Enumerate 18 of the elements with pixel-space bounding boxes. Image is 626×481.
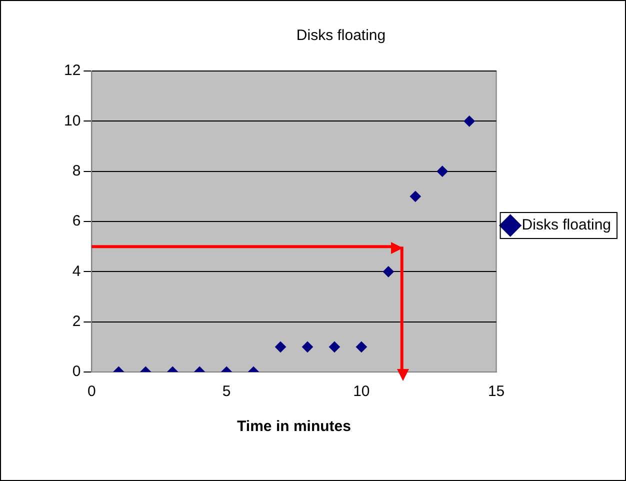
- x-tick-label: 15: [488, 383, 505, 400]
- point: [436, 166, 448, 177]
- x-tick-label: 5: [222, 383, 231, 400]
- y-tick-label: 4: [72, 262, 81, 280]
- x-tick-label: 0: [88, 383, 96, 400]
- x-axis-title: Time in minutes: [237, 418, 351, 436]
- point: [382, 266, 394, 278]
- x-tick-label: 10: [353, 383, 370, 400]
- point: [464, 116, 475, 127]
- legend-label: Disks floating: [522, 216, 611, 234]
- point: [410, 190, 421, 202]
- y-tick-label: 8: [72, 162, 81, 180]
- y-tick-label: 12: [64, 62, 81, 80]
- y-tick-label: 6: [72, 212, 81, 230]
- y-tick-label: 10: [64, 112, 81, 130]
- y-tick-label: 0: [72, 363, 81, 380]
- y-tick-label: 2: [72, 312, 81, 330]
- chart-title: Disks floating: [296, 27, 386, 44]
